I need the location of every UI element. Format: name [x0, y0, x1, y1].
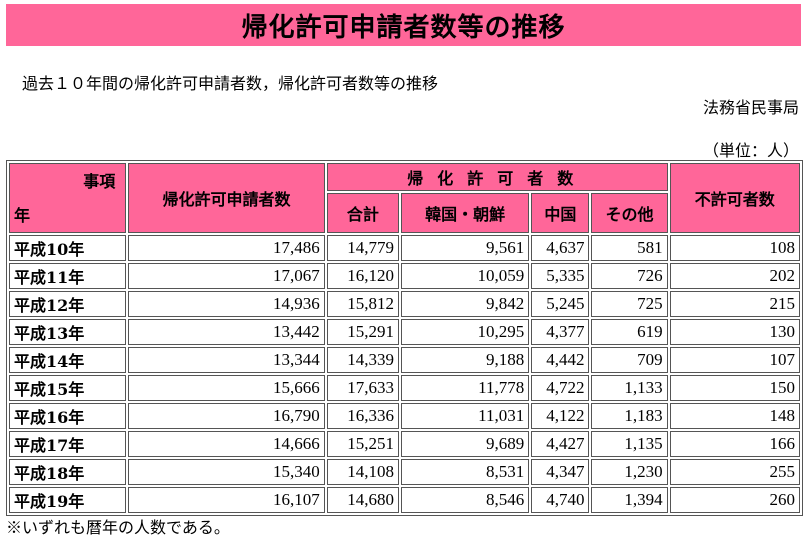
cell-total: 14,108	[326, 459, 399, 485]
cell-other: 619	[591, 319, 668, 345]
cell-rejected: 166	[669, 431, 800, 457]
cell-rejected: 150	[669, 375, 800, 401]
table-row: 平成12年 14,936 15,812 9,842 5,245 725 215	[9, 291, 800, 317]
cell-total: 16,120	[326, 263, 399, 289]
cell-rejected: 148	[669, 403, 800, 429]
cell-applicants: 17,486	[128, 235, 325, 261]
cell-rejected: 255	[669, 459, 800, 485]
cell-other: 1,133	[591, 375, 668, 401]
cell-total: 14,680	[326, 487, 399, 513]
cell-rejected: 130	[669, 319, 800, 345]
table-row: 平成16年 16,790 16,336 11,031 4,122 1,183 148	[9, 403, 800, 429]
cell-other: 1,183	[591, 403, 668, 429]
cell-other: 581	[591, 235, 668, 261]
cell-applicants: 16,107	[128, 487, 325, 513]
cell-total: 15,291	[326, 319, 399, 345]
cell-china: 4,442	[531, 347, 590, 373]
table-row: 平成11年 17,067 16,120 10,059 5,335 726 202	[9, 263, 800, 289]
cell-applicants: 14,666	[128, 431, 325, 457]
cell-rejected: 108	[669, 235, 800, 261]
corner-top-label: 事項	[83, 172, 116, 191]
page-title: 帰化許可申請者数等の推移	[241, 12, 566, 43]
cell-year: 平成15年	[9, 375, 127, 401]
cell-china: 4,347	[531, 459, 590, 485]
naturalization-table: 事項 年 帰化許可申請者数 帰化許可者数 不許可者数 合計 韓国・朝鮮 中国 そ…	[6, 160, 803, 516]
cell-other: 1,230	[591, 459, 668, 485]
subtitle: 過去１０年間の帰化許可申請者数，帰化許可者数等の推移	[22, 74, 439, 93]
table-row: 平成17年 14,666 15,251 9,689 4,427 1,135 166	[9, 431, 800, 457]
cell-year: 平成13年	[9, 319, 127, 345]
cell-other: 1,394	[591, 487, 668, 513]
cell-china: 4,722	[531, 375, 590, 401]
cell-year: 平成18年	[9, 459, 127, 485]
cell-year: 平成19年	[9, 487, 127, 513]
cell-korea: 8,531	[400, 459, 530, 485]
cell-korea: 9,188	[400, 347, 530, 373]
cell-other: 709	[591, 347, 668, 373]
header-rejected: 不許可者数	[669, 163, 800, 233]
cell-applicants: 15,666	[128, 375, 325, 401]
cell-rejected: 260	[669, 487, 800, 513]
cell-year: 平成10年	[9, 235, 127, 261]
cell-other: 726	[591, 263, 668, 289]
cell-year: 平成12年	[9, 291, 127, 317]
cell-applicants: 15,340	[128, 459, 325, 485]
header-applicants: 帰化許可申請者数	[128, 163, 325, 233]
cell-china: 5,335	[531, 263, 590, 289]
publisher: 法務省民事局	[702, 98, 799, 117]
cell-year: 平成17年	[9, 431, 127, 457]
table-row: 平成10年 17,486 14,779 9,561 4,637 581 108	[9, 235, 800, 261]
table-row: 平成15年 15,666 17,633 11,778 4,722 1,133 150	[9, 375, 800, 401]
cell-total: 14,339	[326, 347, 399, 373]
cell-applicants: 13,344	[128, 347, 325, 373]
header-permitted-group: 帰化許可者数	[326, 163, 668, 191]
footnote: ※いずれも暦年の人数である。	[6, 518, 230, 537]
cell-korea: 8,546	[400, 487, 530, 513]
cell-applicants: 16,790	[128, 403, 325, 429]
cell-year: 平成11年	[9, 263, 127, 289]
cell-applicants: 14,936	[128, 291, 325, 317]
cell-rejected: 202	[669, 263, 800, 289]
header-korea: 韓国・朝鮮	[400, 193, 530, 233]
cell-applicants: 13,442	[128, 319, 325, 345]
cell-china: 5,245	[531, 291, 590, 317]
corner-bottom-label: 年	[14, 206, 31, 225]
cell-korea: 9,842	[400, 291, 530, 317]
cell-other: 725	[591, 291, 668, 317]
cell-china: 4,377	[531, 319, 590, 345]
cell-year: 平成14年	[9, 347, 127, 373]
cell-total: 14,779	[326, 235, 399, 261]
cell-korea: 10,295	[400, 319, 530, 345]
cell-other: 1,135	[591, 431, 668, 457]
cell-korea: 9,689	[400, 431, 530, 457]
cell-year: 平成16年	[9, 403, 127, 429]
cell-total: 16,336	[326, 403, 399, 429]
cell-korea: 11,778	[400, 375, 530, 401]
table-row: 平成14年 13,344 14,339 9,188 4,442 709 107	[9, 347, 800, 373]
title-bar: 帰化許可申請者数等の推移	[6, 4, 801, 46]
cell-china: 4,740	[531, 487, 590, 513]
table-row: 平成19年 16,107 14,680 8,546 4,740 1,394 260	[9, 487, 800, 513]
cell-total: 15,812	[326, 291, 399, 317]
cell-total: 17,633	[326, 375, 399, 401]
cell-total: 15,251	[326, 431, 399, 457]
cell-korea: 10,059	[400, 263, 530, 289]
table-row: 平成13年 13,442 15,291 10,295 4,377 619 130	[9, 319, 800, 345]
cell-china: 4,122	[531, 403, 590, 429]
unit-label: （単位：人）	[702, 141, 799, 160]
header-other: その他	[591, 193, 668, 233]
cell-applicants: 17,067	[128, 263, 325, 289]
cell-china: 4,637	[531, 235, 590, 261]
table-row: 平成18年 15,340 14,108 8,531 4,347 1,230 255	[9, 459, 800, 485]
cell-china: 4,427	[531, 431, 590, 457]
cell-rejected: 107	[669, 347, 800, 373]
cell-korea: 11,031	[400, 403, 530, 429]
header-china: 中国	[531, 193, 590, 233]
cell-korea: 9,561	[400, 235, 530, 261]
cell-rejected: 215	[669, 291, 800, 317]
corner-header: 事項 年	[9, 163, 127, 233]
header-total: 合計	[326, 193, 399, 233]
